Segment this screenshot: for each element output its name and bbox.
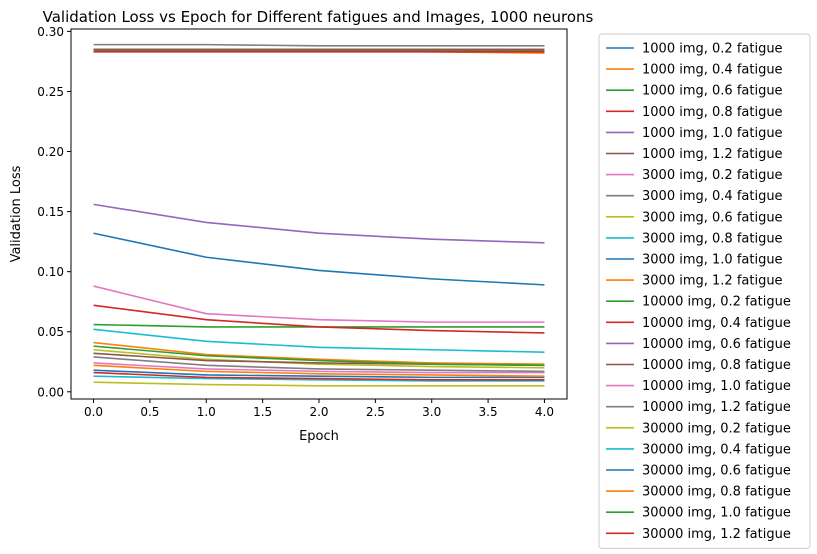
series-line-21 [93,369,545,379]
legend-label: 3000 img, 0.6 fatigue [642,210,783,225]
x-tick-label: 0.0 [84,405,103,419]
legend-label: 10000 img, 0.2 fatigue [642,295,791,310]
legend-label: 3000 img, 1.0 fatigue [642,253,783,268]
legend: 1000 img, 0.2 fatigue 1000 img, 0.4 fatig… [598,33,811,549]
y-tick-label: 0.00 [37,385,64,399]
legend-label: 3000 img, 0.4 fatigue [642,189,783,204]
series-line-7 [93,362,545,374]
legend-label: 10000 img, 0.6 fatigue [642,337,791,352]
legend-label: 1000 img, 1.2 fatigue [642,147,783,162]
series-line-10 [93,375,545,382]
legend-label: 10000 img, 1.0 fatigue [642,379,791,394]
x-tick-label: 3.5 [479,405,498,419]
series-line-15 [93,203,545,244]
series-line-17 [93,285,545,323]
legend-label: 30000 img, 0.2 fatigue [642,421,791,436]
x-tick-label: 3.0 [422,405,441,419]
x-axis-label: Epoch [299,429,339,444]
series-line-12 [93,341,545,365]
x-tick-label: 1.5 [253,405,272,419]
x-tick-label: 2.5 [366,405,385,419]
legend-frame [598,33,811,549]
series-line-24 [93,371,545,381]
y-axis: 0.00 0.05 0.10 0.15 0.20 0.25 0.30 [37,25,71,399]
series-line-20 [93,328,545,353]
legend-label: 30000 img, 1.0 fatigue [642,506,791,521]
legend-label: 30000 img, 0.4 fatigue [642,442,791,457]
legend-label: 1000 img, 0.8 fatigue [642,105,783,120]
legend-label: 3000 img, 1.2 fatigue [642,274,783,289]
x-axis: 0.0 0.5 1.0 1.5 2.0 2.5 3.0 3.5 4.0 [84,399,554,419]
x-tick-label: 2.0 [309,405,328,419]
legend-label: 30000 img, 0.8 fatigue [642,485,791,500]
series-line-18 [93,356,545,373]
plot-lines [93,43,545,387]
series-line-8 [93,43,545,47]
y-axis-label: Validation Loss [9,165,24,262]
legend-label: 1000 img, 1.0 fatigue [642,126,783,141]
x-tick-label: 1.0 [197,405,216,419]
y-tick-label: 0.15 [37,205,64,219]
series-line-11 [93,232,545,286]
legend-label: 3000 img, 0.8 fatigue [642,231,783,246]
chart-title: Validation Loss vs Epoch for Different f… [43,8,594,26]
legend-label: 10000 img, 0.8 fatigue [642,358,791,373]
y-tick-label: 0.30 [37,25,64,39]
series-line-22 [93,364,545,377]
series-line-19 [93,381,545,387]
plot-frame [70,28,568,400]
legend-label: 30000 img, 1.2 fatigue [642,527,791,542]
legend-label: 30000 img, 0.6 fatigue [642,464,791,479]
legend-label: 10000 img, 1.2 fatigue [642,400,791,415]
legend-label: 10000 img, 0.4 fatigue [642,316,791,331]
y-tick-label: 0.05 [37,325,64,339]
legend-label: 1000 img, 0.2 fatigue [642,42,783,57]
y-tick-label: 0.25 [37,85,64,99]
legend-label: 1000 img, 0.6 fatigue [642,84,783,99]
legend-label: 1000 img, 0.4 fatigue [642,63,783,78]
x-tick-label: 4.0 [535,405,554,419]
series-line-23 [93,345,545,367]
x-tick-label: 0.5 [140,405,159,419]
y-tick-label: 0.20 [37,145,64,159]
series-line-9 [93,348,545,369]
series-line-14 [93,304,545,334]
legend-label: 3000 img, 0.2 fatigue [642,168,783,183]
y-tick-label: 0.10 [37,265,64,279]
